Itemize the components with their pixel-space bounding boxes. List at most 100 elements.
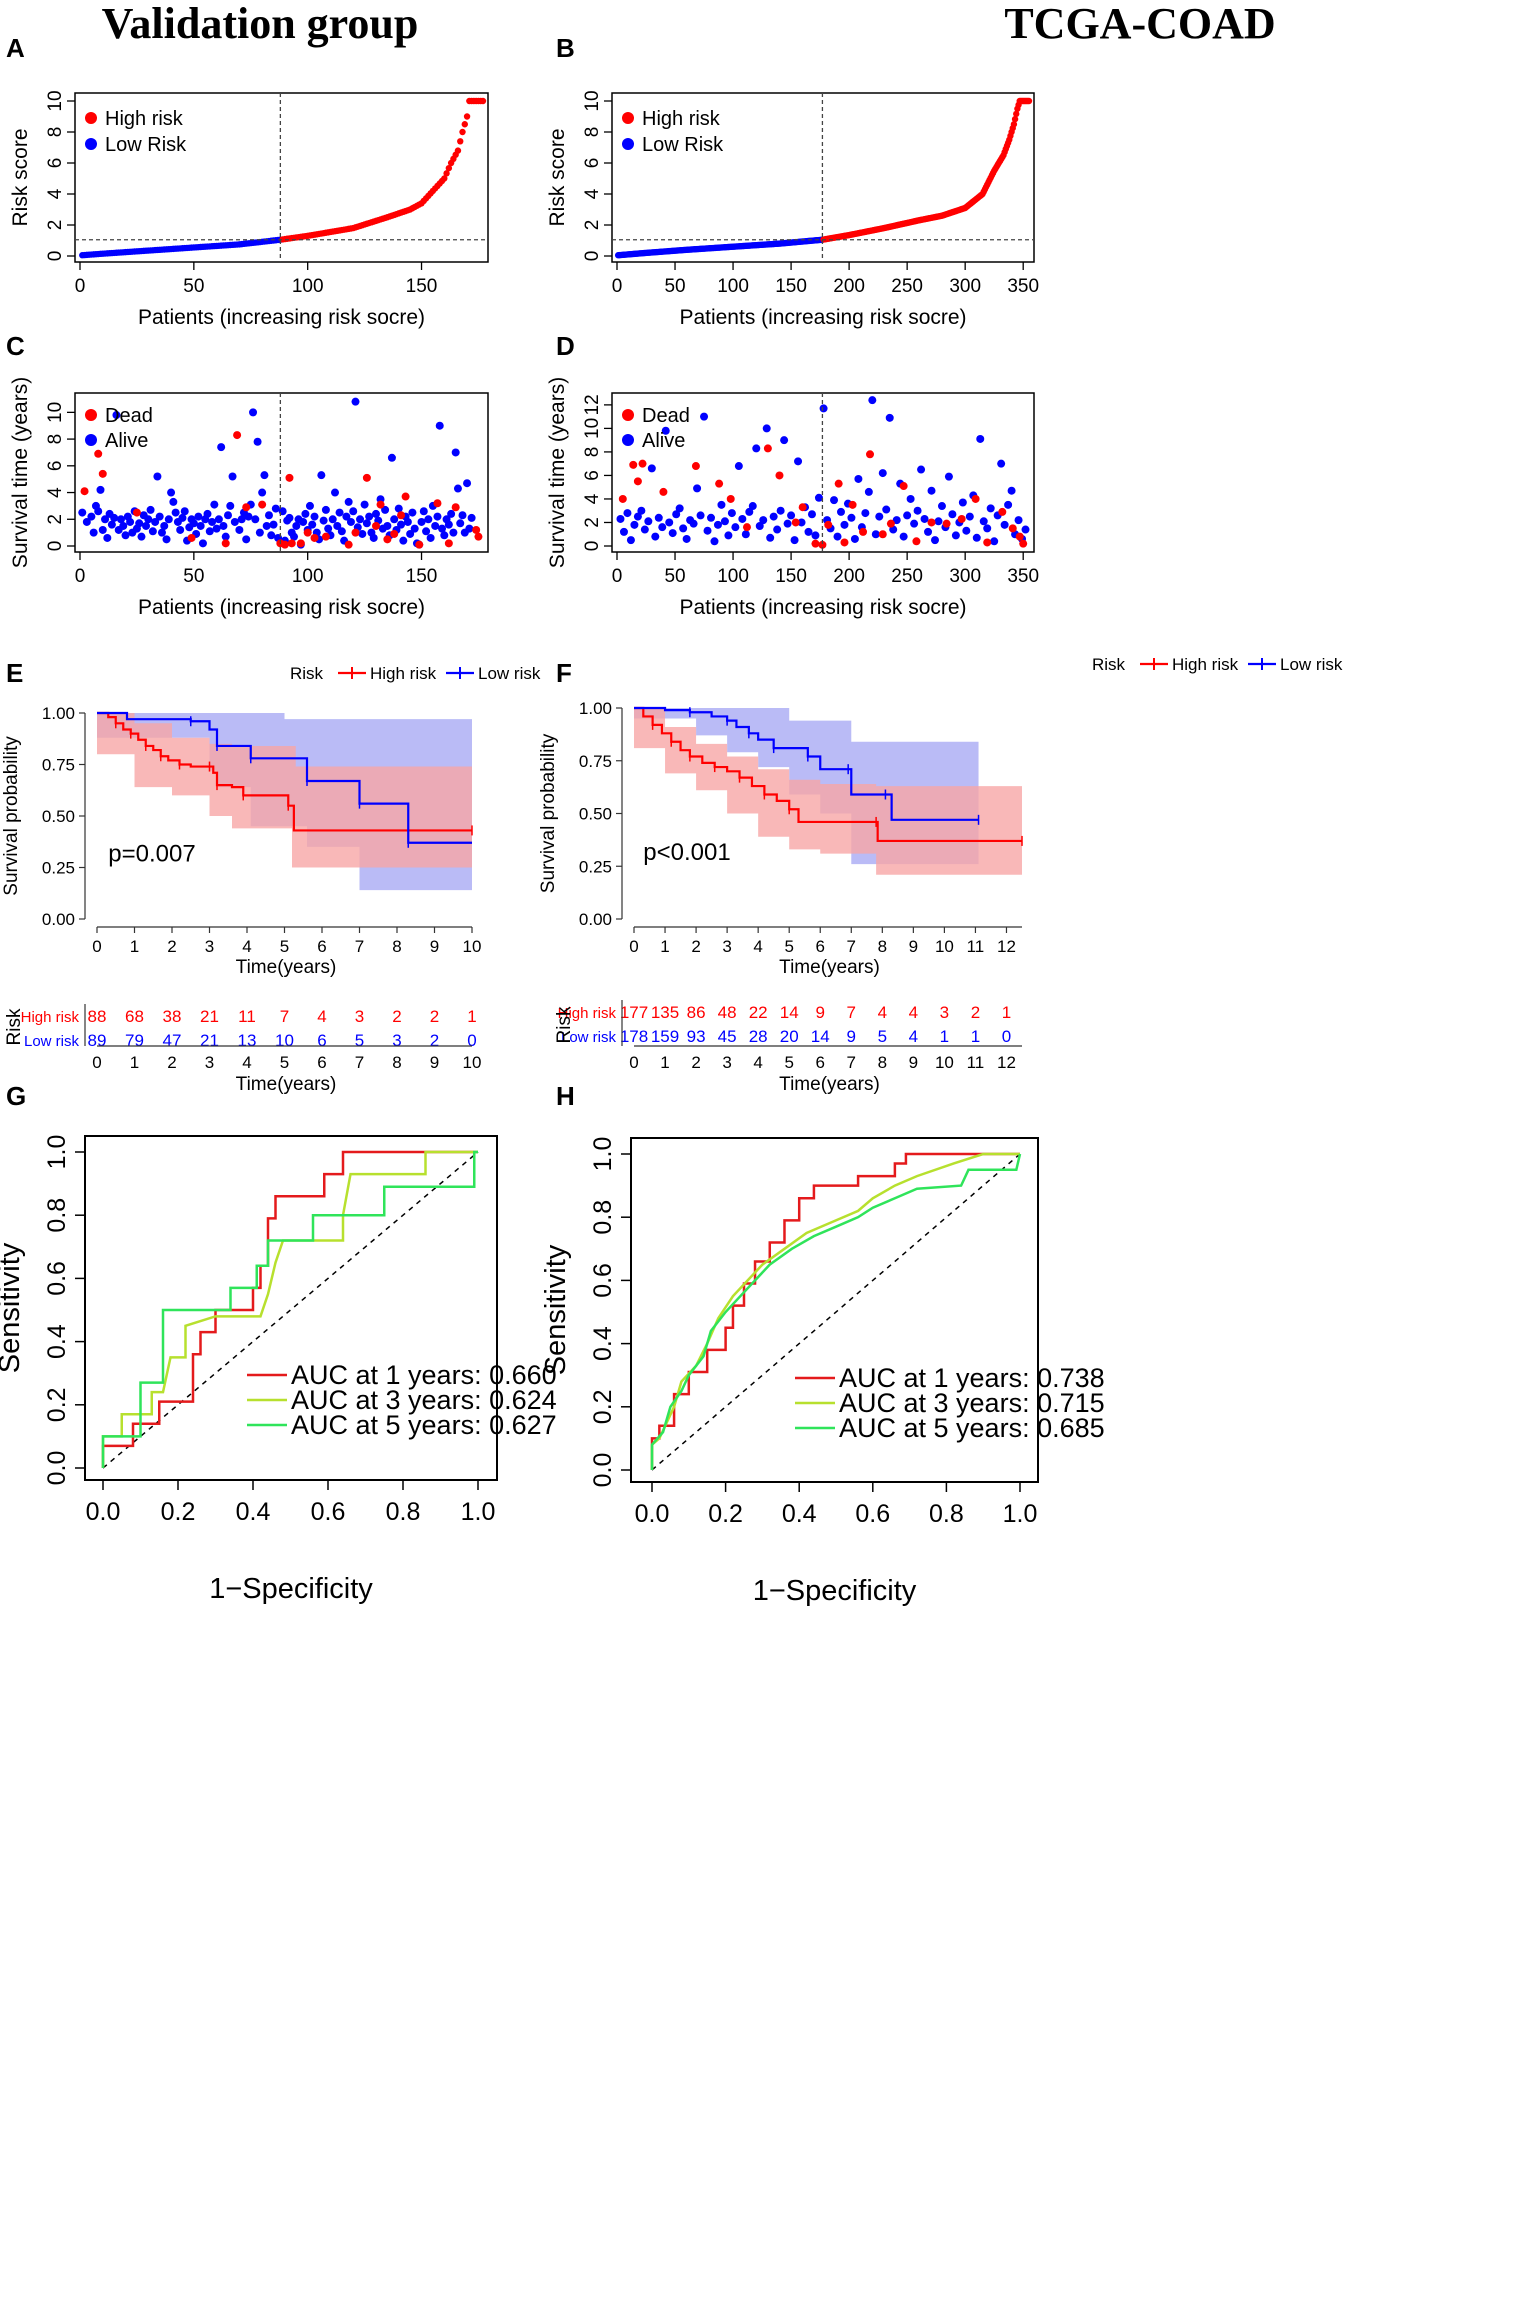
plot-frame bbox=[74, 92, 489, 263]
x-tick-label: 50 bbox=[664, 276, 685, 297]
x-tick-label: 9 bbox=[430, 1053, 439, 1072]
x-tick-label: 1 bbox=[660, 937, 669, 956]
x-tick-label: 0.2 bbox=[161, 1498, 196, 1526]
alive-point bbox=[285, 513, 294, 522]
y-tick-label: 0.75 bbox=[42, 756, 75, 775]
survival-points bbox=[78, 397, 483, 549]
alive-point bbox=[917, 465, 926, 474]
alive-point bbox=[920, 514, 929, 523]
alive-point bbox=[155, 512, 164, 521]
alive-point bbox=[299, 517, 308, 526]
risk-points bbox=[614, 97, 1033, 259]
x-tick-label: 8 bbox=[878, 937, 887, 956]
alive-point bbox=[424, 515, 433, 524]
y-axis-label: Risk bbox=[554, 1006, 575, 1043]
high-risk-censor-marks bbox=[651, 719, 1023, 846]
alive-point bbox=[447, 509, 456, 518]
y-axis-label: Risk score bbox=[546, 128, 569, 226]
x-tick-label: 0.4 bbox=[782, 1500, 817, 1528]
y-tick-label: 2 bbox=[45, 514, 66, 525]
table-cell: 89 bbox=[88, 1031, 107, 1050]
alive-point bbox=[444, 520, 453, 529]
alive-point bbox=[408, 508, 417, 517]
dead-point bbox=[285, 473, 294, 482]
alive-point bbox=[906, 494, 915, 503]
alive-point bbox=[167, 488, 176, 497]
alive-point bbox=[262, 521, 271, 530]
table-cell: 4 bbox=[909, 1027, 918, 1046]
x-tick-label: 100 bbox=[717, 276, 749, 297]
alive-point bbox=[979, 517, 988, 526]
x-tick-label: 0 bbox=[92, 1053, 101, 1072]
risk-point bbox=[1025, 97, 1033, 105]
y-tick-label: 0.0 bbox=[589, 1453, 617, 1488]
high-risk-censor-marks bbox=[115, 718, 473, 836]
alive-point bbox=[661, 426, 670, 435]
x-tick-label: 12 bbox=[997, 937, 1016, 956]
dead-point bbox=[1019, 539, 1028, 548]
high-risk-curve bbox=[634, 706, 1022, 843]
alive-point bbox=[647, 464, 656, 473]
alive-point bbox=[135, 519, 144, 528]
alive-point bbox=[804, 527, 813, 536]
y-tick-label: 4 bbox=[582, 188, 603, 199]
alive-point bbox=[675, 504, 684, 513]
alive-point bbox=[194, 512, 203, 521]
table-cell: 45 bbox=[718, 1027, 737, 1046]
y-tick-label: 0.6 bbox=[43, 1261, 71, 1296]
table-cell: 2 bbox=[430, 1031, 439, 1050]
legend: Dead Alive bbox=[85, 405, 153, 452]
dead-point bbox=[726, 494, 735, 503]
x-tick-label: 300 bbox=[949, 276, 981, 297]
x-tick-label: 0 bbox=[75, 566, 86, 587]
alive-point bbox=[362, 519, 371, 528]
alive-point bbox=[731, 523, 740, 532]
alive-point bbox=[794, 457, 803, 466]
x-tick-label: 200 bbox=[833, 566, 865, 587]
alive-point bbox=[260, 471, 269, 480]
alive-point bbox=[616, 514, 625, 523]
y-tick-label: 6 bbox=[45, 461, 66, 472]
x-tick-label: 0.6 bbox=[311, 1498, 346, 1526]
x-tick-label: 9 bbox=[909, 937, 918, 956]
legend-label-alive: Alive bbox=[642, 430, 685, 452]
x-tick-label: 4 bbox=[753, 1053, 762, 1072]
table-cell: 20 bbox=[780, 1027, 799, 1046]
x-tick-label: 200 bbox=[833, 276, 865, 297]
x-axis-label: Time(years) bbox=[779, 957, 880, 978]
alive-point bbox=[449, 528, 458, 537]
table-cell: 3 bbox=[940, 1003, 949, 1022]
risk-point bbox=[441, 175, 448, 182]
alive-point bbox=[665, 518, 674, 527]
alive-point bbox=[249, 408, 258, 417]
roc-panel-tcga: H 0.0 0.2 0.4 0.6 0.8 1.0 0.0 0.2 0.4 0.6 0.8 1.0 1−S… bbox=[540, 1081, 1105, 1607]
x-tick-label: 7 bbox=[355, 937, 364, 956]
alive-point bbox=[807, 510, 816, 519]
dead-point bbox=[763, 444, 772, 453]
x-tick-label: 50 bbox=[664, 566, 685, 587]
dead-point bbox=[310, 533, 319, 542]
alive-point bbox=[766, 533, 775, 542]
y-tick-label: 0.00 bbox=[42, 910, 75, 929]
alive-point bbox=[331, 488, 340, 497]
x-tick-label: 8 bbox=[392, 937, 401, 956]
dead-point bbox=[362, 473, 371, 482]
alive-point bbox=[351, 397, 360, 406]
dead-point bbox=[659, 487, 668, 496]
survival-status-panel-tcga: D 0 50 100 150 200 250 300 350 0 2 4 6 8 10 12 Patients … bbox=[546, 331, 1039, 619]
x-tick-label: 0.8 bbox=[929, 1500, 964, 1528]
alive-point bbox=[850, 534, 859, 543]
table-cell: 0 bbox=[467, 1031, 476, 1050]
dead-point bbox=[383, 535, 392, 544]
dead-point bbox=[187, 533, 196, 542]
dead-point bbox=[444, 539, 453, 548]
x-tick-label: 3 bbox=[205, 937, 214, 956]
alive-point bbox=[944, 472, 953, 481]
table-cell: 86 bbox=[687, 1003, 706, 1022]
table-cell: 7 bbox=[847, 1003, 856, 1022]
x-tick-label: 6 bbox=[317, 937, 326, 956]
alive-point bbox=[178, 513, 187, 522]
legend-marker-dead bbox=[85, 409, 97, 421]
alive-point bbox=[387, 453, 396, 462]
